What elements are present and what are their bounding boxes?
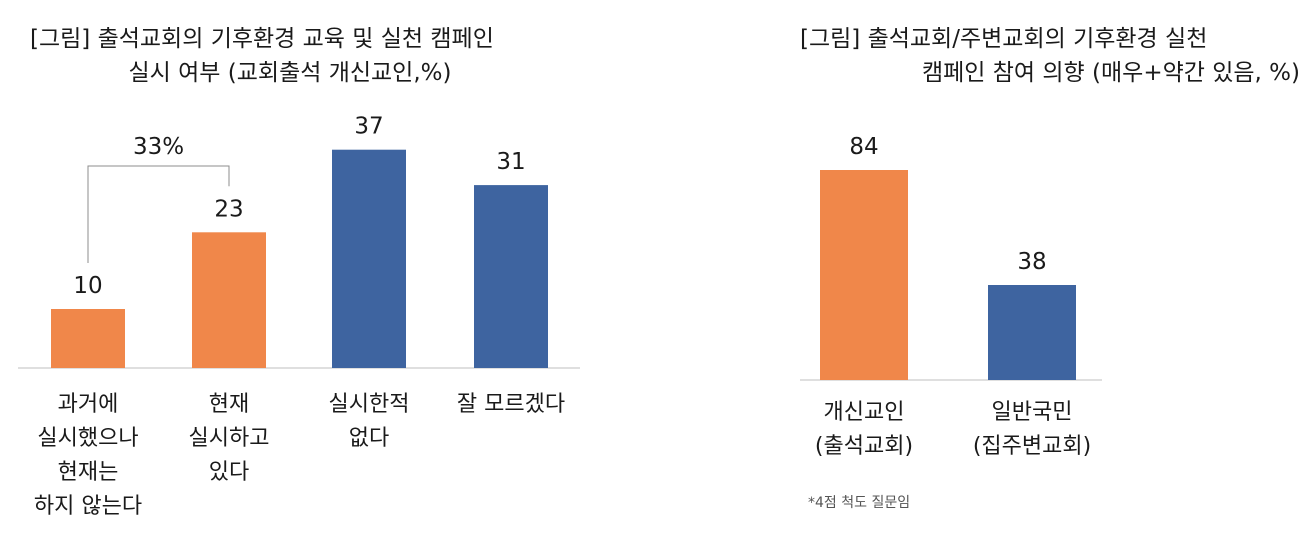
chart1-value-label-0: 10 [73, 273, 102, 299]
chart2-title-line2: 캠페인 참여 의향 (매우+약간 있음, %) [921, 60, 1300, 86]
footnote: *4점 척도 질문임 [808, 495, 911, 511]
chart2-bar-0 [820, 170, 908, 380]
chart1-title: [그림] 출석교회의 기후환경 교육 및 실천 캠페인 실시 여부 (교회출석 … [30, 22, 550, 90]
chart1-category-0-line-1: 실시했으나 [37, 426, 139, 451]
chart1-category-1-line-0: 현재 [208, 392, 250, 417]
chart1-category-label-3: 잘 모르겠다 [431, 388, 591, 422]
chart1-category-3-line-0: 잘 모르겠다 [456, 392, 566, 417]
chart1-bar-2 [332, 149, 406, 368]
chart1-bar-0 [51, 309, 125, 368]
chart1-category-1-line-2: 있다 [208, 460, 250, 485]
chart1-title-line2: 실시 여부 (교회출석 개신교인,%) [128, 60, 452, 86]
chart2-category-0-line-0: 개신교인 [823, 400, 905, 425]
bracket-label: 33% [133, 134, 184, 160]
bracket-connector [87, 165, 230, 263]
chart2-bar-1 [988, 285, 1076, 380]
chart2-value-label-1: 38 [1017, 249, 1046, 275]
chart1-category-2-line-0: 실시한적 [328, 392, 410, 417]
chart1-bar-3 [474, 185, 548, 368]
chart1-category-1-line-1: 실시하고 [188, 426, 270, 451]
chart2-category-label-1: 일반국민 (집주변교회) [952, 396, 1112, 464]
chart2-category-1-line-1: (집주변교회) [972, 434, 1092, 459]
chart1-category-2-line-1: 없다 [348, 426, 390, 451]
chart1-value-label-2: 37 [354, 114, 383, 140]
chart2-category-0-line-1: (출석교회) [814, 434, 914, 459]
chart2-title-line1: [그림] 출석교회/주변교회의 기후환경 실천 [800, 26, 1208, 52]
chart1-bar-1 [192, 232, 266, 368]
chart1-title-line1: [그림] 출석교회의 기후환경 교육 및 실천 캠페인 [30, 26, 494, 52]
chart1-category-0-line-2: 현재는 [57, 460, 119, 485]
chart2-value-label-0: 84 [849, 134, 878, 160]
chart1-value-label-3: 31 [496, 149, 525, 175]
chart1-category-0-line-0: 과거에 [57, 392, 119, 417]
chart2-category-1-line-0: 일반국민 [991, 400, 1073, 425]
chart1-value-label-1: 23 [214, 196, 243, 222]
chart1-category-0-line-3: 하지 않는다 [33, 494, 143, 519]
chart2-title: [그림] 출석교회/주변교회의 기후환경 실천 캠페인 참여 의향 (매우+약간… [800, 22, 1300, 90]
chart2-category-label-0: 개신교인 (출석교회) [784, 396, 944, 464]
